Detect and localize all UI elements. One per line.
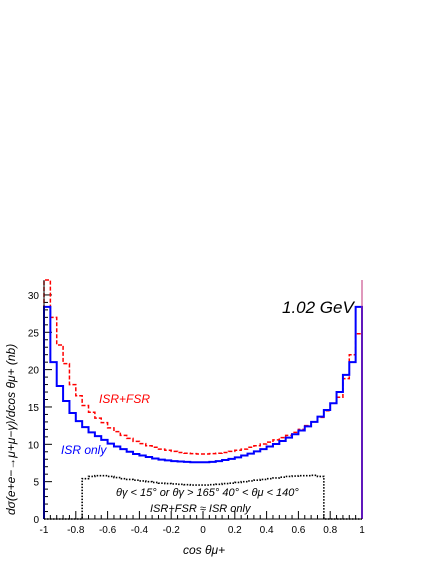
x-tick-label: 0.8 [323, 525, 337, 536]
y-tick-label: 0 [33, 515, 39, 526]
isr-only-label: ISR only [61, 443, 107, 457]
x-tick-label: 0 [200, 525, 206, 536]
y-tick-label: 10 [28, 440, 40, 451]
series-cut [44, 474, 362, 520]
x-tick-label: -0.2 [163, 525, 181, 536]
y-tick-label: 5 [33, 478, 39, 489]
y-tick-label: 30 [28, 291, 40, 302]
x-tick-label: 0.2 [228, 525, 242, 536]
isr-fsr-label: ISR+FSR [99, 392, 150, 406]
cut-label-line2: ISR+FSR ≈ ISR only [150, 503, 252, 515]
x-tick-label: -1 [40, 525, 49, 536]
x-tick-label: -0.8 [67, 525, 85, 536]
x-tick-label: 1 [359, 525, 365, 536]
y-tick-label: 15 [28, 403, 40, 414]
x-tick-label: 0.4 [260, 525, 274, 536]
x-tick-label: -0.4 [131, 525, 149, 536]
series-isr-only [43, 305, 363, 519]
cut-label-line1: θγ < 15° or θγ > 165° 40° < θμ < 140° [116, 487, 299, 499]
x-axis-ticks: -1 -0.8 -0.6 -0.4 -0.2 0 0.2 0.4 0.6 0.8 1 [40, 511, 365, 536]
y-tick-label: 20 [28, 366, 40, 377]
y-tick-label: 25 [28, 328, 40, 339]
x-tick-label: 0.6 [291, 525, 305, 536]
y-axis-label: dσ(e+e−→μ+μ−γ)/dcos θμ+ (nb) [4, 344, 18, 515]
chart-title: 1.02 GeV [282, 298, 355, 317]
x-axis-label: cos θμ+ [183, 543, 225, 557]
x-tick-label: -0.6 [99, 525, 117, 536]
